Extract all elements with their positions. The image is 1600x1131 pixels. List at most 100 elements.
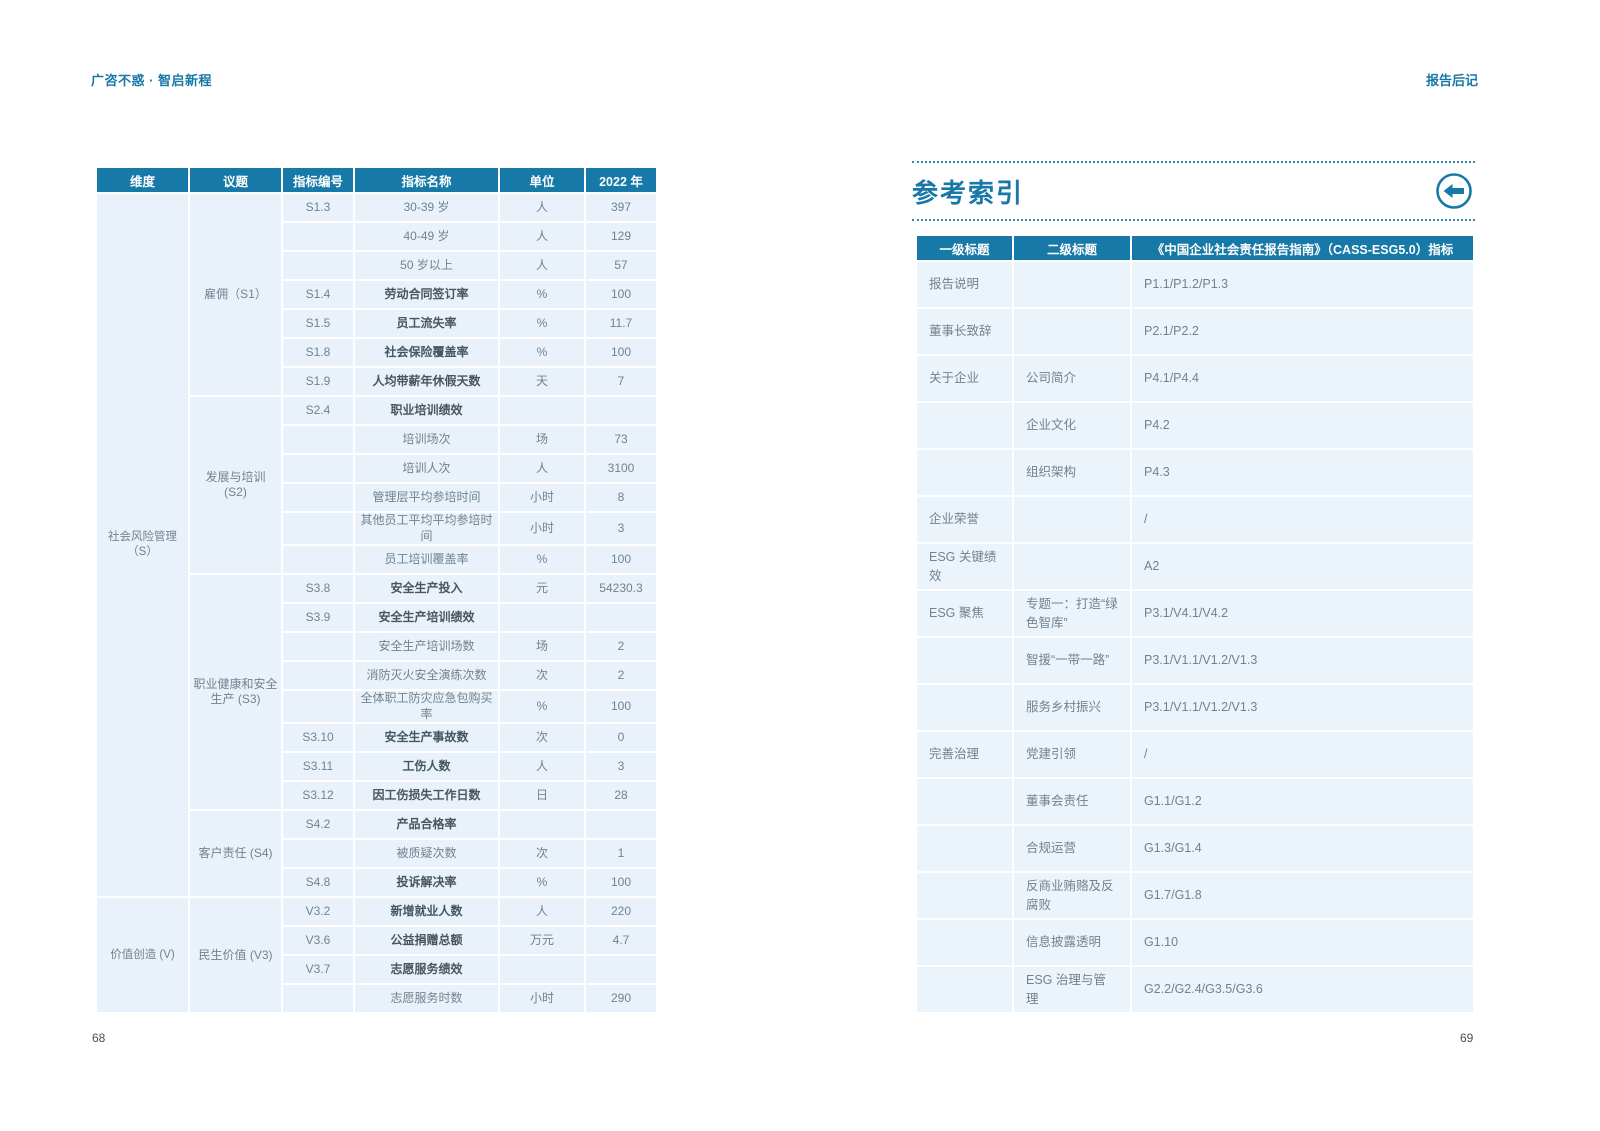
level1-cell: 董事长致辞 <box>917 309 1012 354</box>
table-row: V3.7 志愿服务绩效 <box>97 956 656 984</box>
col-header-year: 2022 年 <box>586 168 656 192</box>
indicator-code <box>283 546 353 574</box>
esg-indicator-table: 维度 议题 指标编号 指标名称 单位 2022 年 社会风险管理（S） 雇佣（S… <box>95 166 658 1014</box>
table-row: 服务乡村振兴 P3.1/V1.1/V1.2/V1.3 <box>917 685 1473 730</box>
indicator-name: 管理层平均参培时间 <box>355 484 498 511</box>
table-header-row: 维度 议题 指标编号 指标名称 单位 2022 年 <box>97 168 656 192</box>
indicator-name: 30-39 岁 <box>355 194 498 221</box>
col-header-indicator: 《中国企业社会责任报告指南》（CASS-ESG5.0）指标 <box>1132 236 1473 260</box>
level1-cell <box>917 403 1012 448</box>
indicator-code: S4.2 <box>283 811 353 839</box>
indicator-value: 28 <box>586 782 656 810</box>
table-row: 合规运营 G1.3/G1.4 <box>917 826 1473 871</box>
indicator-name: 员工培训覆盖率 <box>355 546 498 574</box>
level2-cell <box>1014 497 1130 542</box>
indicator-code: S1.8 <box>283 339 353 366</box>
level1-cell: ESG 聚焦 <box>917 591 1012 636</box>
topic-cell: 民生价值 (V3) <box>190 898 281 1013</box>
indicator-cell: G1.3/G1.4 <box>1132 826 1473 871</box>
indicator-code: V3.2 <box>283 898 353 926</box>
indicator-value: 7 <box>586 368 656 395</box>
indicator-value: 129 <box>586 223 656 250</box>
topic-cell: 雇佣（S1） <box>190 194 281 395</box>
indicator-unit: 次 <box>500 840 584 868</box>
report-slogan: 广咨不惑 · 智启新程 <box>91 73 213 88</box>
table-row: 职业健康和安全生产 (S3) S3.8 安全生产投入 元 54230.3 <box>97 575 656 810</box>
indicator-unit: % <box>500 281 584 308</box>
indicator-value: 100 <box>586 546 656 574</box>
indicator-unit: 次 <box>500 724 584 752</box>
back-arrow-icon[interactable] <box>1435 172 1473 210</box>
level1-cell <box>917 779 1012 824</box>
indicator-name: 志愿服务绩效 <box>355 956 498 984</box>
indicator-unit <box>500 811 584 839</box>
indicator-name: 安全生产投入 <box>355 575 498 603</box>
indicator-name: 劳动合同签订率 <box>355 281 498 308</box>
level2-cell: 服务乡村振兴 <box>1014 685 1130 730</box>
table-row: 价值创造 (V) 民生价值 (V3) V3.2 新增就业人数 人 220 <box>97 898 656 1013</box>
indicator-value: 1 <box>586 840 656 868</box>
indicator-code: S3.9 <box>283 604 353 632</box>
indicator-cell: P3.1/V4.1/V4.2 <box>1132 591 1473 636</box>
table-row: S1.4 劳动合同签订率 % 100 <box>97 281 656 308</box>
table-row: 反商业贿赂及反腐败 G1.7/G1.8 <box>917 873 1473 918</box>
table-row: 企业荣誉 / <box>917 497 1473 542</box>
indicator-name: 产品合格率 <box>355 811 498 839</box>
indicator-unit: 小时 <box>500 985 584 1013</box>
level2-cell: 公司简介 <box>1014 356 1130 401</box>
level2-cell: 合规运营 <box>1014 826 1130 871</box>
table-row: 全体职工防灾应急包购买率 % 100 <box>97 691 656 723</box>
indicator-value: 100 <box>586 691 656 723</box>
indicator-code: S3.8 <box>283 575 353 603</box>
indicator-name: 因工伤损失工作日数 <box>355 782 498 810</box>
page-number-right: 69 <box>1460 1031 1474 1045</box>
indicator-cell: P2.1/P2.2 <box>1132 309 1473 354</box>
table-row: V3.6 公益捐赠总额 万元 4.7 <box>97 927 656 955</box>
indicator-unit: 次 <box>500 662 584 690</box>
indicator-name: 职业培训绩效 <box>355 397 498 424</box>
table-row: 关于企业 公司简介 P4.1/P4.4 <box>917 356 1473 401</box>
indicator-value: 57 <box>586 252 656 279</box>
table-row: ESG 聚焦 专题一：打造“绿色智库” P3.1/V4.1/V4.2 <box>917 591 1473 636</box>
indicator-code: S3.10 <box>283 724 353 752</box>
indicator-cell: A2 <box>1132 544 1473 589</box>
topic-cell: 客户责任 (S4) <box>190 811 281 897</box>
indicator-name: 全体职工防灾应急包购买率 <box>355 691 498 723</box>
level1-cell: 报告说明 <box>917 262 1012 307</box>
table-row: 其他员工平均平均参培时间 小时 3 <box>97 513 656 545</box>
indicator-code: S3.12 <box>283 782 353 810</box>
indicator-unit: 小时 <box>500 513 584 545</box>
col-header-unit: 单位 <box>500 168 584 192</box>
indicator-name: 安全生产培训场数 <box>355 633 498 661</box>
indicator-name: 员工流失率 <box>355 310 498 337</box>
indicator-code <box>283 513 353 545</box>
level1-cell <box>917 920 1012 965</box>
level2-cell <box>1014 262 1130 307</box>
level1-cell: 企业荣誉 <box>917 497 1012 542</box>
indicator-value: 100 <box>586 281 656 308</box>
level1-cell <box>917 638 1012 683</box>
table-row: S3.11 工伤人数 人 3 <box>97 753 656 781</box>
table-header-row: 一级标题 二级标题 《中国企业社会责任报告指南》（CASS-ESG5.0）指标 <box>917 236 1473 260</box>
table-row: 董事会责任 G1.1/G1.2 <box>917 779 1473 824</box>
indicator-value: 8 <box>586 484 656 511</box>
indicator-unit: 人 <box>500 194 584 221</box>
table-row: 培训场次 场 73 <box>97 426 656 453</box>
indicator-value: 290 <box>586 985 656 1013</box>
indicator-unit: 天 <box>500 368 584 395</box>
indicator-code: S1.9 <box>283 368 353 395</box>
level2-cell: 企业文化 <box>1014 403 1130 448</box>
indicator-cell: G1.7/G1.8 <box>1132 873 1473 918</box>
indicator-code: S1.3 <box>283 194 353 221</box>
indicator-code: S2.4 <box>283 397 353 424</box>
indicator-code <box>283 662 353 690</box>
level1-cell: 完善治理 <box>917 732 1012 777</box>
table-row: S3.10 安全生产事故数 次 0 <box>97 724 656 752</box>
indicator-value: 11.7 <box>586 310 656 337</box>
table-row: 管理层平均参培时间 小时 8 <box>97 484 656 511</box>
indicator-value: 100 <box>586 869 656 897</box>
reference-index-header: 参考索引 <box>912 161 1475 221</box>
indicator-cell: P4.2 <box>1132 403 1473 448</box>
indicator-cell: G1.1/G1.2 <box>1132 779 1473 824</box>
col-header-name: 指标名称 <box>355 168 498 192</box>
